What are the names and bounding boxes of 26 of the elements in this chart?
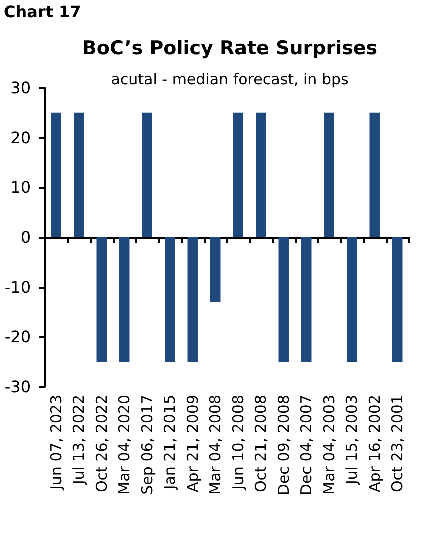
y-tick-label: -10 — [4, 278, 31, 297]
x-tick-label: Mar 04, 2003 — [320, 395, 338, 495]
y-tick-label: 20 — [10, 128, 31, 148]
x-tick-label: Jul 15, 2003 — [343, 395, 362, 486]
x-tick-label: Jan 21, 2015 — [161, 395, 180, 491]
x-tick-label: Apr 16, 2002 — [366, 395, 384, 493]
x-tick-label: Oct 26, 2022 — [92, 395, 111, 492]
x-tick-label: Jul 13, 2022 — [70, 395, 88, 486]
y-tick-label: -30 — [4, 378, 31, 396]
y-tick-label: -20 — [4, 328, 31, 347]
x-tick-label: Mar 04, 2020 — [116, 395, 134, 495]
x-tick-label: Apr 21, 2009 — [184, 395, 202, 493]
x-tick-label: Jun 07, 2023 — [47, 395, 66, 492]
x-tick-label: Oct 21, 2008 — [252, 395, 270, 492]
x-tick-label: Oct 23, 2001 — [388, 395, 407, 492]
x-tick-label: Dec 09, 2008 — [274, 395, 293, 496]
x-tick-label: Jun 10, 2008 — [229, 395, 248, 492]
y-tick-label: 10 — [10, 178, 31, 198]
x-tick-label: Sep 06, 2017 — [138, 395, 156, 495]
x-tick-label: Dec 04, 2007 — [298, 395, 316, 496]
y-tick-label: 30 — [10, 78, 31, 98]
y-tick-label: 0 — [20, 228, 31, 247]
x-tick-label: Mar 04, 2008 — [206, 395, 225, 495]
caption: Chart 17 — [4, 2, 82, 22]
chart-title: BoC’s Policy Rate Surprises — [82, 38, 378, 60]
chart-subtitle: acutal - median forecast, in bps — [111, 70, 349, 88]
